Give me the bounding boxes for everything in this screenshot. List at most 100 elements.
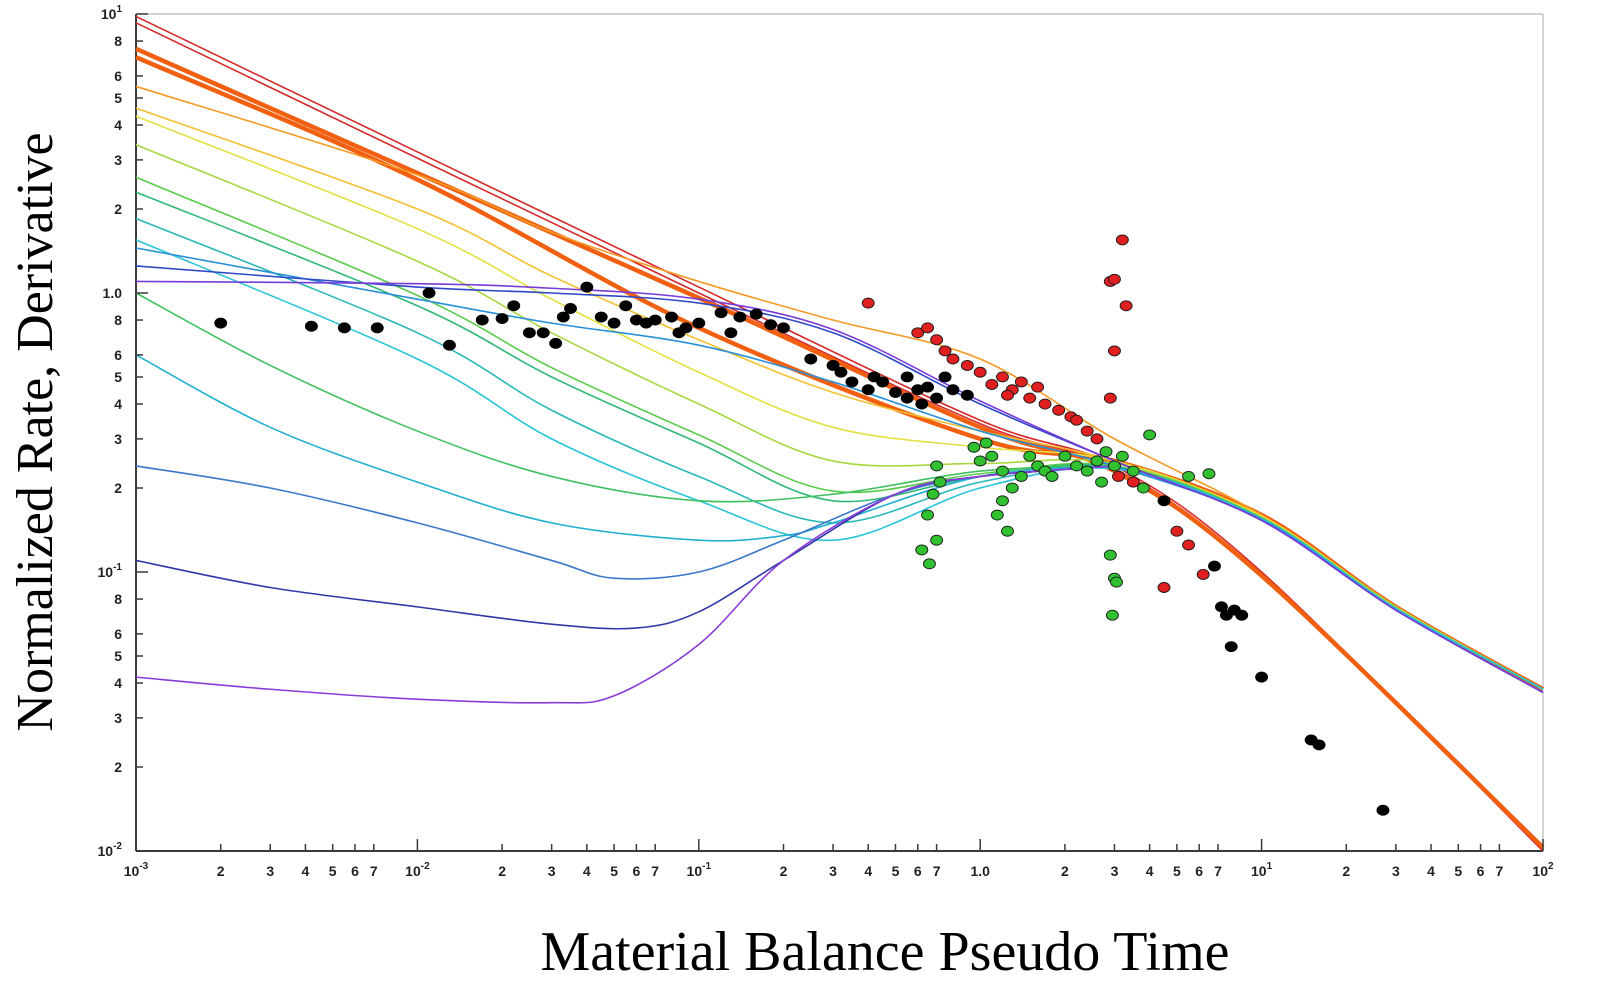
data-point-normalized-rate: [522, 327, 536, 339]
data-point-integral: [960, 359, 974, 371]
data-point-derivative: [1143, 429, 1157, 441]
x-tick-label: 101: [1251, 861, 1273, 879]
x-tick-label: 4: [1146, 863, 1154, 879]
type-curve-deriv-green: [135, 292, 1115, 503]
data-point-normalized-rate: [304, 320, 318, 332]
x-tick-label: 5: [1454, 863, 1462, 879]
x-tick-label: 4: [302, 863, 310, 879]
data-point-normalized-rate: [665, 311, 678, 323]
data-point-integral: [1108, 273, 1121, 285]
data-point-normalized-rate: [921, 381, 935, 393]
x-tick-label: 7: [933, 863, 941, 879]
data-point-integral: [1038, 398, 1052, 410]
y-tick-label: 8: [114, 312, 122, 328]
y-tick-label: 5: [114, 369, 122, 385]
y-tick-label: 4: [114, 117, 122, 133]
data-point-derivative: [1108, 460, 1121, 472]
data-point-normalized-rate: [648, 314, 662, 326]
data-point-derivative: [1103, 549, 1117, 561]
data-point-normalized-rate: [915, 398, 929, 410]
data-point-normalized-rate: [1208, 560, 1221, 572]
data-point-integral: [1112, 471, 1125, 482]
data-point-derivative: [926, 488, 940, 500]
data-point-normalized-rate: [370, 322, 384, 334]
data-point-normalized-rate: [861, 384, 875, 396]
x-tick-label: 5: [1173, 863, 1181, 879]
data-point-normalized-rate: [594, 311, 608, 323]
data-point-derivative: [915, 544, 929, 556]
x-tick-label: 3: [1111, 863, 1119, 879]
type-curve-stem-violet: [135, 280, 1544, 694]
data-point-integral: [1170, 525, 1184, 537]
data-point-normalized-rate: [580, 281, 594, 293]
x-tick-label: 3: [1392, 863, 1400, 879]
data-point-normalized-rate: [507, 300, 521, 312]
x-tick-label: 5: [892, 863, 900, 879]
data-point-integral: [1070, 414, 1084, 426]
data-point-normalized-rate: [549, 337, 563, 349]
x-tick-label: 4: [864, 863, 872, 879]
x-tick-label: 4: [583, 863, 591, 879]
data-point-normalized-rate: [764, 319, 778, 331]
data-point-integral: [921, 322, 935, 334]
data-point-derivative: [990, 509, 1004, 521]
x-tick-label: 2: [780, 863, 788, 879]
data-point-normalized-rate: [422, 287, 436, 299]
y-tick-label: 3: [114, 710, 122, 726]
data-point-normalized-rate: [443, 339, 456, 351]
data-point-normalized-rate: [619, 300, 633, 312]
data-point-derivative: [1110, 576, 1123, 588]
x-tick-label-exponent: 1: [1267, 861, 1273, 872]
data-point-integral: [911, 327, 925, 339]
data-point-integral: [985, 379, 999, 390]
plot-area: [136, 14, 1543, 851]
data-point-normalized-rate: [1376, 804, 1390, 816]
data-point-integral: [1023, 392, 1037, 404]
data-point-derivative: [1001, 525, 1014, 537]
y-tick-label: 10-1: [98, 562, 123, 580]
data-point-normalized-rate: [960, 389, 974, 401]
data-point-derivative: [1136, 482, 1150, 494]
data-point-derivative: [1090, 455, 1104, 467]
data-point-derivative: [973, 455, 987, 467]
data-point-normalized-rate: [938, 371, 952, 383]
data-point-integral: [946, 353, 960, 365]
data-point-normalized-rate: [556, 311, 570, 323]
x-tick-label: 5: [610, 863, 618, 879]
y-tick-label: 6: [114, 626, 122, 642]
x-tick-label-exponent: 2: [1548, 861, 1554, 872]
y-tick-label: 2: [114, 759, 122, 775]
data-point-derivative: [1023, 450, 1037, 462]
x-tick-label: 102: [1532, 861, 1554, 879]
data-point-derivative: [1070, 460, 1084, 472]
y-axis-title: Normalized Rate, Derivative: [7, 132, 64, 731]
data-point-derivative: [967, 441, 981, 453]
x-tick-label: 10-3: [124, 861, 149, 879]
data-point-derivative: [921, 509, 935, 521]
series-derivative: [915, 429, 1216, 621]
y-tick-label: 4: [114, 675, 122, 691]
data-point-normalized-rate: [607, 317, 621, 329]
x-tick-label: 6: [351, 863, 359, 879]
data-point-normalized-rate: [564, 303, 577, 314]
data-point-integral: [1119, 300, 1133, 312]
x-tick-label: 7: [1496, 863, 1504, 879]
data-point-derivative: [1014, 471, 1028, 482]
data-points: [214, 234, 1390, 816]
data-point-normalized-rate: [946, 384, 960, 396]
type-curve-stem-yellow-green: [135, 143, 1544, 690]
data-point-normalized-rate: [826, 359, 840, 371]
data-point-derivative: [1045, 471, 1059, 482]
data-point-normalized-rate: [900, 392, 914, 404]
data-point-derivative: [979, 437, 993, 449]
series-normalized-rate: [214, 281, 1390, 816]
data-point-derivative: [1080, 465, 1094, 477]
y-tick-label: 2: [114, 480, 122, 496]
x-tick-label: 10-1: [687, 861, 712, 879]
x-tick-label: 2: [217, 863, 225, 879]
data-point-integral: [1157, 582, 1171, 593]
x-tick-label-exponent: -1: [702, 861, 711, 872]
data-point-derivative: [930, 460, 944, 472]
